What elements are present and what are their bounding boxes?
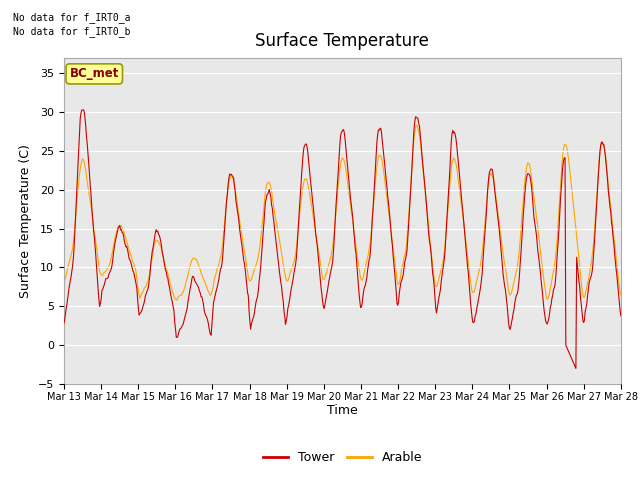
Arable — [617, 292, 625, 298]
Arable — [173, 297, 181, 303]
Tower — [128, 265, 136, 271]
Tower — [60, 320, 68, 326]
Text: No data for f_IRT0_b: No data for f_IRT0_b — [13, 26, 131, 37]
Line: Arable: Arable — [64, 125, 621, 300]
Arable — [60, 279, 68, 285]
Title: Surface Temperature: Surface Temperature — [255, 33, 429, 50]
Tower — [411, 119, 419, 124]
Arable — [185, 269, 193, 275]
Tower — [428, 251, 435, 256]
Tower — [617, 313, 625, 319]
Tower — [572, 366, 580, 372]
Tower — [214, 280, 222, 286]
Arable — [214, 264, 222, 269]
Y-axis label: Surface Temperature (C): Surface Temperature (C) — [19, 144, 33, 298]
Arable — [70, 233, 78, 239]
X-axis label: Time: Time — [327, 405, 358, 418]
Arable — [411, 128, 419, 134]
Line: Tower: Tower — [64, 110, 621, 369]
Arable — [428, 254, 436, 260]
Arable — [127, 254, 135, 260]
Text: BC_met: BC_met — [70, 67, 119, 80]
Text: No data for f_IRT0_a: No data for f_IRT0_a — [13, 12, 131, 23]
Tower — [185, 294, 193, 300]
Tower — [70, 245, 78, 251]
Legend: Tower, Arable: Tower, Arable — [258, 446, 427, 469]
Tower — [79, 107, 87, 113]
Arable — [413, 122, 420, 128]
